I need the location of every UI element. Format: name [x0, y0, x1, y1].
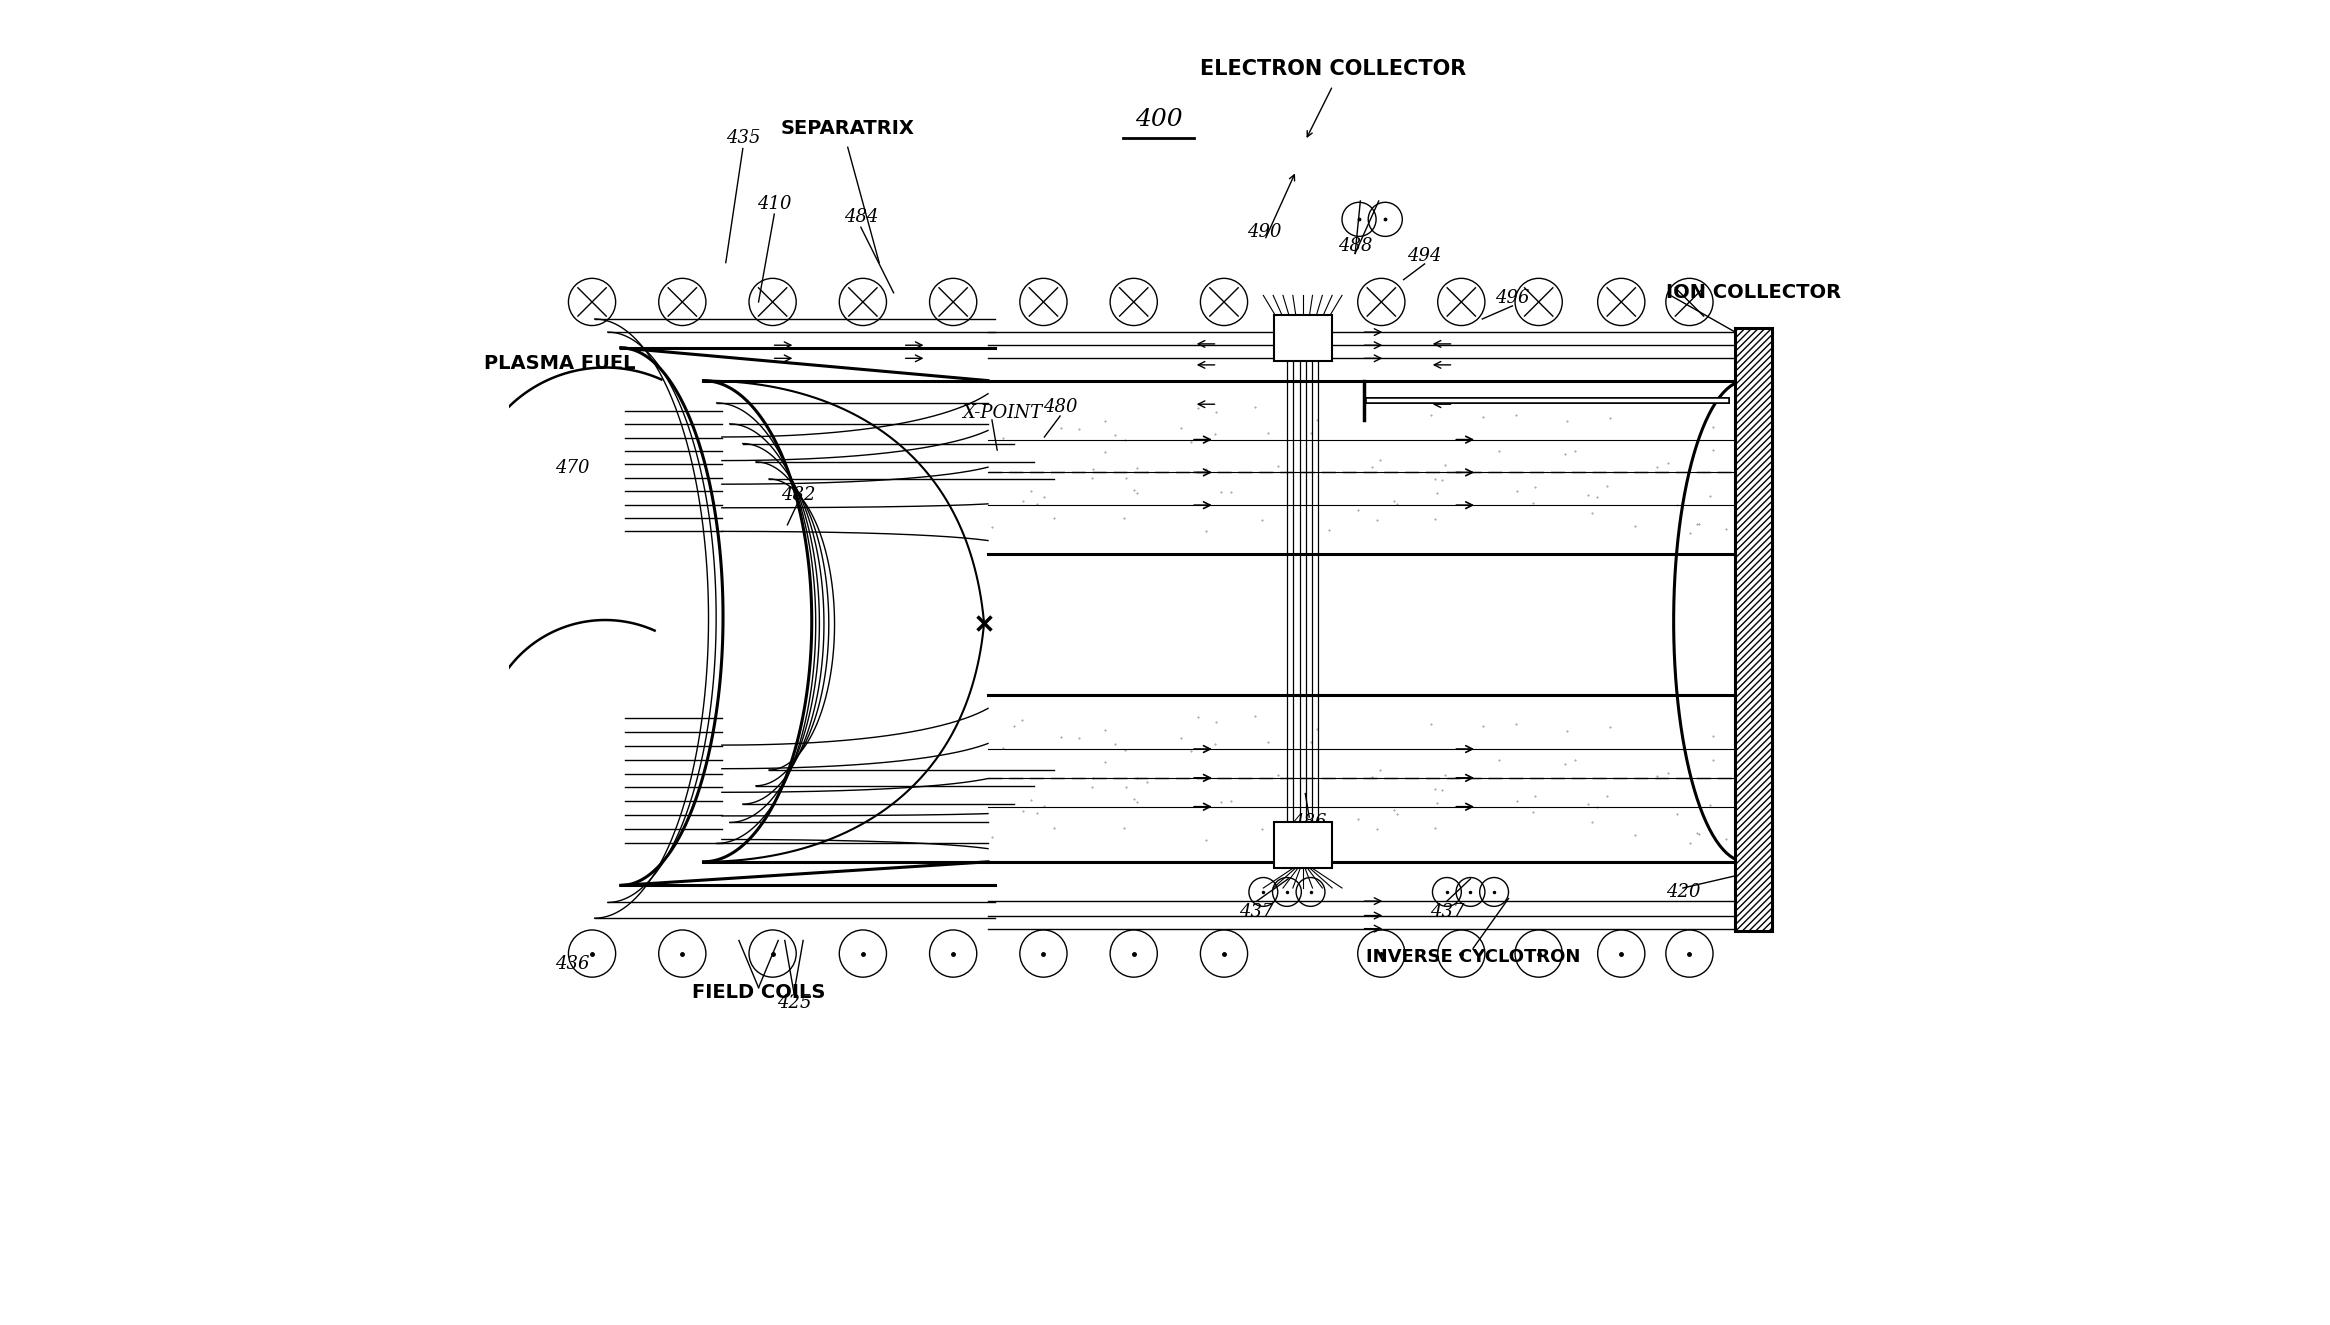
Text: 490: 490: [1247, 224, 1282, 241]
Text: ION COLLECTOR: ION COLLECTOR: [1666, 284, 1841, 302]
Text: 494: 494: [1407, 246, 1442, 265]
Text: INVERSE CYCLOTRON: INVERSE CYCLOTRON: [1365, 949, 1580, 966]
Text: FIELD COILS: FIELD COILS: [692, 983, 825, 1003]
Text: 470: 470: [555, 460, 589, 477]
Text: X-POINT: X-POINT: [962, 404, 1042, 423]
Text: 482: 482: [781, 486, 816, 504]
Text: 400: 400: [1135, 109, 1181, 131]
Text: 410: 410: [757, 195, 792, 212]
Text: 492: 492: [1736, 411, 1768, 429]
Bar: [1275, 315, 1330, 360]
Text: 480: 480: [1044, 398, 1076, 416]
Text: 437: 437: [1431, 902, 1463, 921]
Bar: [1275, 823, 1330, 868]
Text: 425: 425: [776, 994, 811, 1012]
Text: 486: 486: [1291, 814, 1326, 832]
Text: 436: 436: [555, 955, 589, 973]
Bar: [1736, 329, 1773, 931]
Text: 484: 484: [843, 208, 878, 225]
Text: ELECTRON COLLECTOR: ELECTRON COLLECTOR: [1200, 60, 1466, 80]
Bar: [1736, 329, 1773, 931]
Text: 488: 488: [1337, 237, 1372, 254]
Text: 420: 420: [1666, 882, 1701, 901]
Text: 496: 496: [1496, 289, 1531, 307]
Text: PLASMA FUEL: PLASMA FUEL: [485, 354, 636, 374]
Text: SEPARATRIX: SEPARATRIX: [781, 119, 916, 138]
Text: 435: 435: [725, 129, 760, 147]
Text: 437: 437: [1240, 902, 1275, 921]
